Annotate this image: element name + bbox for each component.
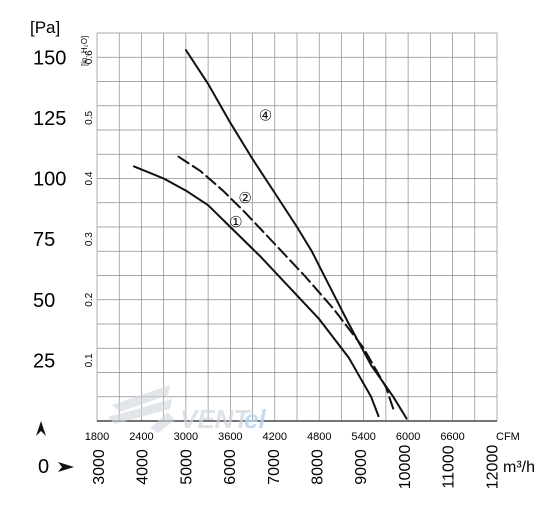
curve-2 [177,155,395,410]
cfm-tick-labels: 1800 2400 3000 3600 4200 4800 5400 6000 6600 [85,431,465,443]
curve-3 [184,49,408,420]
inh2o-tick-label: 0.4 [84,171,95,185]
m3h-tick-label: 12000 [484,445,501,490]
inh2o-tick-labels: 0.6 0.5 0.4 0.3 0.2 0.1 [84,50,95,367]
curve-label-3: ④ [259,106,272,124]
inh2o-tick-label: 0.1 [84,353,95,367]
inh2o-tick-label: 0.5 [84,110,95,124]
curve-1 [133,165,380,418]
pa-tick-label: 75 [33,229,55,251]
curve-labels: ① ② ④ [229,106,272,231]
pa-tick-label: 125 [33,108,66,130]
curve-label-1: ① [229,213,242,231]
m3h-unit-label: m³/h [503,459,535,476]
cfm-tick-label: 5400 [351,431,375,443]
cfm-unit-label: CFM [496,431,520,443]
pa-tick-label: 25 [33,350,55,372]
inh2o-unit-label: [in. H₂O] [80,36,89,66]
curve-label-2: ② [238,189,251,207]
pa-tick-label: 0 [38,456,49,478]
m3h-tick-label: 6000 [222,449,239,485]
svg-text:VENT: VENT [180,404,251,434]
pa-tick-label: 150 [33,47,66,69]
cfm-tick-label: 3000 [174,431,198,443]
m3h-tick-label: 10000 [397,445,414,490]
pa-tick-label: 100 [33,169,66,191]
curves [133,49,408,420]
m3h-tick-label: 7000 [266,449,283,485]
m3h-tick-label: 8000 [310,449,327,485]
pa-unit-label: [Pa] [30,18,60,37]
cfm-tick-label: 1800 [85,431,109,443]
cfm-tick-label: 2400 [129,431,153,443]
m3h-tick-label: 11000 [441,445,458,488]
caret-up-icon [36,421,46,436]
m3h-tick-label: 5000 [178,449,195,485]
svg-text:el: el [244,404,266,434]
cfm-tick-label: 6600 [440,431,464,443]
grid [96,32,498,422]
inh2o-tick-label: 0.3 [84,232,95,246]
m3h-tick-labels: 3000 4000 5000 6000 7000 8000 9000 10000 11000 12… [91,445,501,490]
m3h-tick-label: 9000 [353,449,370,485]
pa-tick-labels: 150 125 100 75 50 25 0 [33,47,66,478]
m3h-tick-label: 3000 [91,449,108,485]
pa-tick-label: 50 [33,290,55,312]
caret-right-icon [58,462,74,472]
cfm-tick-label: 4200 [263,431,287,443]
cfm-tick-label: 3600 [218,431,242,443]
inh2o-tick-label: 0.2 [84,292,95,306]
inh2o-tick-label: 0.6 [84,50,95,64]
cfm-tick-label: 4800 [307,431,331,443]
m3h-tick-label: 4000 [135,449,152,485]
watermark-logo: VENT el [108,385,266,434]
cfm-tick-label: 6000 [396,431,420,443]
